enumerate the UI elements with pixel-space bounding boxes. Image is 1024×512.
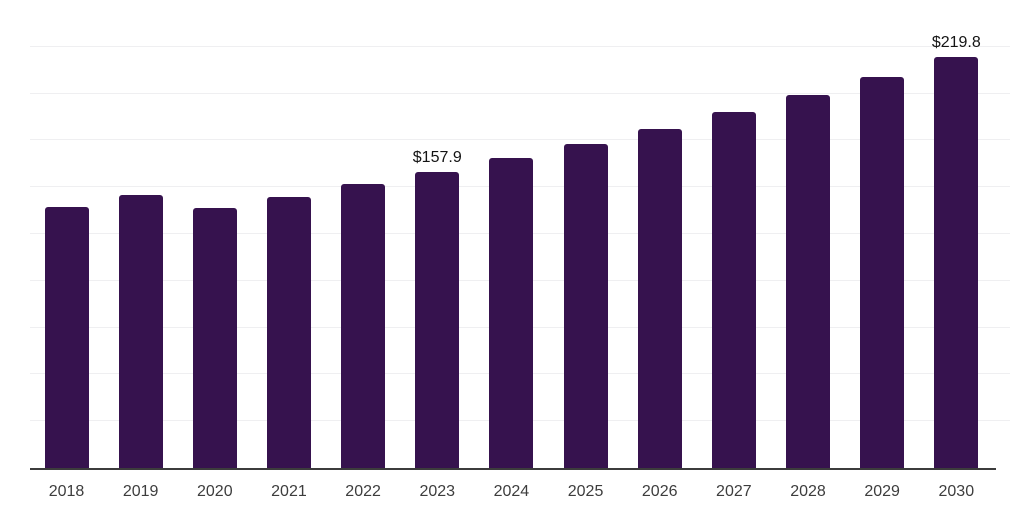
bar-2021	[266, 196, 311, 468]
bar-2027	[711, 112, 756, 468]
bar-2030	[934, 56, 979, 468]
x-axis-label-2026: 2026	[641, 483, 678, 500]
x-axis: 2018 2019 2020 2021 2022 2023 2024 2025 2026 2027…	[30, 483, 996, 503]
x-axis-label-2027: 2027	[716, 483, 752, 500]
bar-2022	[341, 184, 386, 468]
bar-2019	[118, 195, 163, 468]
bar-2029	[860, 76, 905, 468]
x-axis-label-2019: 2019	[122, 483, 159, 500]
bar-2026	[637, 128, 682, 468]
value-label-2023: $157.9	[412, 149, 462, 167]
x-axis-label-2022: 2022	[345, 483, 381, 500]
gridline	[30, 92, 1010, 94]
bar-2025	[563, 143, 608, 468]
gridline	[30, 45, 1010, 47]
x-axis-label-2023: 2023	[419, 483, 456, 500]
bar-2023	[415, 172, 460, 468]
x-axis-label-2021: 2021	[271, 483, 307, 500]
x-axis-label-2029: 2029	[864, 483, 900, 500]
value-label-2030: $219.8	[931, 33, 981, 51]
gridline	[30, 139, 1010, 141]
bar-2020	[192, 207, 237, 468]
bar-2024	[489, 158, 534, 468]
x-axis-label-2018: 2018	[48, 483, 85, 500]
bar-2018	[44, 206, 89, 468]
x-axis-label-2024: 2024	[493, 483, 530, 500]
plot-area: $157.9 $219.8	[30, 0, 1010, 470]
bar-2028	[786, 95, 830, 468]
x-axis-label-2030: 2030	[938, 483, 975, 500]
x-axis-label-2028: 2028	[790, 483, 826, 500]
x-axis-label-2025: 2025	[567, 483, 604, 500]
x-axis-label-2020: 2020	[197, 483, 233, 500]
